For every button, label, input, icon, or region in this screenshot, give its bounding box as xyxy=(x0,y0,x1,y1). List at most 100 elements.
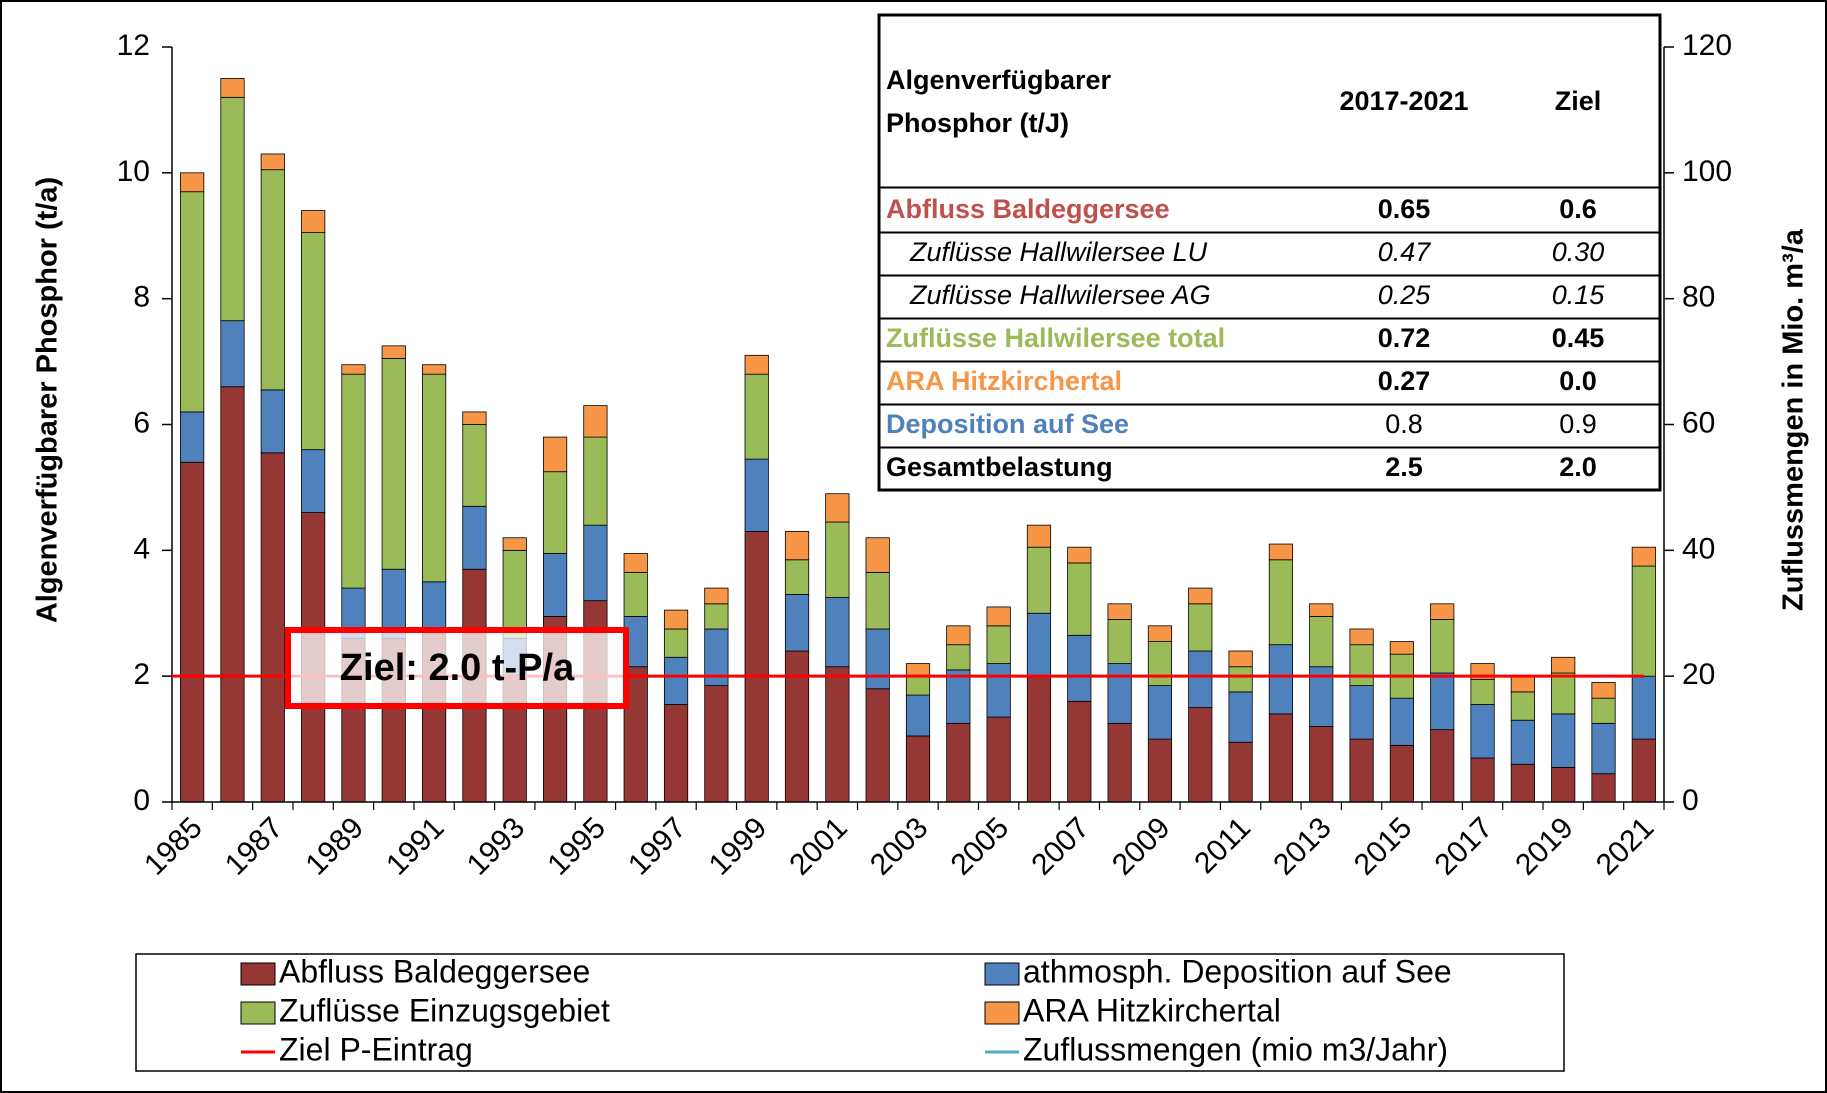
bar-segment xyxy=(1107,619,1132,664)
legend-label: athmosph. Deposition auf See xyxy=(1023,953,1452,989)
bar-segment xyxy=(1309,603,1334,617)
bar-segment xyxy=(1067,700,1092,803)
bar-segment xyxy=(180,172,205,193)
y-tick-label: 12 xyxy=(117,29,150,62)
bar-segment xyxy=(220,78,245,98)
bar-segment xyxy=(1309,726,1334,803)
bar-segment xyxy=(1147,738,1173,803)
bar-segment xyxy=(260,153,285,171)
legend-label: Zuflüsse Einzugsgebiet xyxy=(279,992,610,1028)
bar-segment xyxy=(905,675,931,696)
table-cell: 0.0 xyxy=(1559,366,1597,396)
bar-segment xyxy=(502,549,527,639)
table-row-label: Zuflüsse Hallwilersee AG xyxy=(909,280,1211,310)
bar-segment xyxy=(381,345,406,359)
y2-tick-label: 80 xyxy=(1682,281,1715,314)
bar-segment xyxy=(865,571,890,630)
legend-label: Ziel P-Eintrag xyxy=(279,1031,473,1067)
y-tick-label: 4 xyxy=(133,532,150,565)
bar-segment xyxy=(542,553,568,617)
table-row-label: Abfluss Baldeggersee xyxy=(886,194,1170,224)
bar-segment xyxy=(1631,565,1656,677)
bar-segment xyxy=(784,531,810,561)
bar-segment xyxy=(1228,650,1253,668)
bar-segment xyxy=(1188,707,1213,803)
y2-tick-label: 0 xyxy=(1682,784,1699,817)
y2-tick-label: 20 xyxy=(1682,658,1715,691)
table-row-label: Deposition auf See xyxy=(886,409,1129,439)
bar-segment xyxy=(220,320,245,388)
bar-segment xyxy=(1551,672,1576,715)
table-cell: 0.25 xyxy=(1378,280,1432,310)
bar-segment xyxy=(663,628,689,658)
bar-segment xyxy=(1591,697,1616,724)
annotation: Ziel: 2.0 t-P/a xyxy=(340,647,575,689)
bar-segment xyxy=(704,603,729,630)
bar-segment xyxy=(744,458,769,532)
bar-segment xyxy=(1470,678,1495,705)
table-cell: 2.5 xyxy=(1385,452,1423,482)
bar-segment xyxy=(341,373,366,589)
bar-segment xyxy=(1026,546,1052,614)
bar-segment xyxy=(905,663,931,677)
bar-segment xyxy=(583,524,608,602)
bar-segment xyxy=(422,581,447,633)
legend-swatch xyxy=(240,1001,276,1025)
bar-segment xyxy=(1551,766,1576,803)
bar-segment xyxy=(1551,656,1576,674)
bar-segment xyxy=(1026,524,1052,548)
table-cell: 0.8 xyxy=(1385,409,1423,439)
bar-segment xyxy=(1631,546,1656,567)
bar-segment xyxy=(1591,682,1616,699)
bar-segment xyxy=(1268,644,1294,715)
bar-segment xyxy=(1067,562,1092,636)
bar-segment xyxy=(1107,722,1132,803)
bar-segment xyxy=(301,210,326,234)
bar-segment xyxy=(865,537,890,573)
table-cell: 0.47 xyxy=(1378,237,1432,267)
bar-segment xyxy=(825,597,850,668)
bar-segment xyxy=(1430,729,1455,803)
bar-segment xyxy=(865,688,890,803)
bar-segment xyxy=(1107,603,1132,620)
bar-segment xyxy=(1551,713,1576,768)
y-tick-label: 0 xyxy=(133,784,150,817)
bar-segment xyxy=(1430,619,1455,674)
table-header: Algenverfügbarer xyxy=(886,65,1112,95)
table-cell: 0.45 xyxy=(1552,323,1605,353)
table-row-label: Zuflüsse Hallwilersee LU xyxy=(909,237,1208,267)
bar-segment xyxy=(301,449,326,513)
legend-swatch xyxy=(984,962,1020,986)
bar-segment xyxy=(220,386,245,803)
bar-segment xyxy=(784,593,810,652)
bar-segment xyxy=(583,436,608,526)
bar-segment xyxy=(905,694,931,737)
bar-segment xyxy=(1470,757,1495,803)
bar-segment xyxy=(1147,625,1173,642)
bar-segment xyxy=(1349,628,1374,646)
bar-segment xyxy=(1631,675,1656,740)
table-row-label: Gesamtbelastung xyxy=(886,452,1113,482)
bar-segment xyxy=(663,656,689,705)
bar-segment xyxy=(1631,738,1656,803)
bar-segment xyxy=(1268,543,1294,561)
bar-segment xyxy=(986,606,1011,627)
legend-swatch xyxy=(240,962,276,986)
bar-segment xyxy=(1067,634,1092,702)
table-cell: 0.30 xyxy=(1552,237,1605,267)
bar-segment xyxy=(1349,685,1374,740)
bar-segment xyxy=(1510,763,1535,803)
legend-box xyxy=(135,953,1565,1072)
table-header: Phosphor (t/J) xyxy=(886,108,1069,138)
bar-segment xyxy=(986,663,1011,718)
bar-segment xyxy=(623,553,648,573)
bar-segment xyxy=(220,96,245,322)
bar-segment xyxy=(825,521,850,598)
bar-segment xyxy=(1510,719,1535,765)
bar-segment xyxy=(1188,650,1213,709)
bar-segment xyxy=(1026,612,1052,677)
bar-segment xyxy=(1228,666,1253,693)
bar-segment xyxy=(704,587,729,605)
bar-segment xyxy=(946,722,971,803)
